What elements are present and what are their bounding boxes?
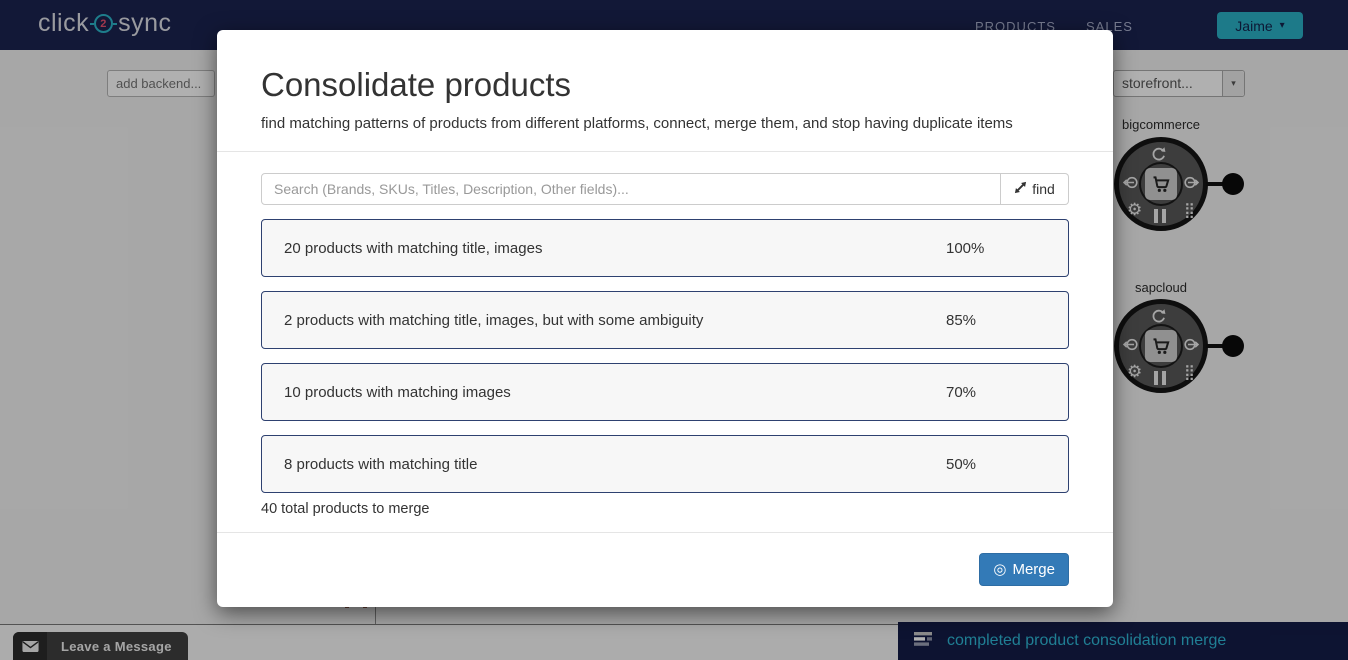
logo-number: 2 — [100, 17, 107, 30]
refresh-icon[interactable] — [1150, 146, 1167, 167]
logo-tick-right — [113, 23, 118, 25]
merge-target-icon: ◎ — [993, 560, 1007, 578]
storefront-caret-button[interactable]: ▾ — [1222, 71, 1244, 96]
match-group-label: 2 products with matching title, images, … — [284, 311, 704, 329]
modal-header: Consolidate products find matching patte… — [217, 30, 1113, 152]
user-name: Jaime — [1235, 17, 1273, 34]
match-group-row[interactable]: 20 products with matching title, images … — [261, 218, 1069, 277]
match-percentage: 100% — [946, 239, 985, 257]
storefront-select-label: storefront... — [1122, 75, 1193, 91]
grid-dots-icon[interactable]: ⣿ — [1184, 364, 1195, 381]
logo-text-sync: sync — [118, 9, 172, 37]
merge-button[interactable]: ◎ Merge — [979, 552, 1069, 586]
user-menu-button[interactable]: Jaime ▾ — [1217, 12, 1303, 39]
pause-icon[interactable] — [1154, 371, 1166, 385]
match-group-row[interactable]: 2 products with matching title, images, … — [261, 290, 1069, 349]
import-icon[interactable] — [1183, 175, 1200, 194]
logo-text-click: click — [38, 9, 90, 37]
match-group-label: 8 products with matching title — [284, 455, 478, 473]
export-icon[interactable] — [1122, 175, 1139, 194]
node-connector-line — [1206, 182, 1230, 186]
match-percentage: 50% — [946, 455, 977, 473]
shopping-cart-icon — [1145, 330, 1177, 362]
modal-subtitle: find matching patterns of products from … — [261, 114, 1013, 132]
search-group: find — [261, 172, 1069, 205]
match-group-row[interactable]: 8 products with matching title 50% — [261, 434, 1069, 493]
connection-dot[interactable] — [1222, 173, 1244, 195]
caret-down-icon: ▾ — [1279, 20, 1285, 31]
shopping-cart-icon — [1145, 168, 1177, 200]
match-percentage: 85% — [946, 311, 977, 329]
grid-dots-icon[interactable]: ⣿ — [1184, 202, 1195, 219]
import-icon[interactable] — [1183, 337, 1200, 356]
find-icon — [1014, 181, 1027, 197]
gear-icon[interactable]: ⚙ — [1127, 362, 1143, 381]
node-hub[interactable] — [1139, 162, 1183, 206]
pause-icon[interactable] — [1154, 209, 1166, 223]
logo-tick-left — [90, 23, 95, 25]
backend-node-bigcommerce[interactable]: ⚙ ⣿ — [1114, 137, 1208, 231]
storefront-select[interactable]: storefront... ▾ — [1113, 70, 1245, 97]
find-button-label: find — [1032, 180, 1055, 197]
table-column-border — [375, 607, 376, 624]
caret-down-icon: ▾ — [1231, 78, 1236, 88]
find-button[interactable]: find — [1001, 172, 1069, 205]
logo-2-icon: 2 — [90, 14, 118, 33]
modal-footer: ◎ Merge — [217, 531, 1113, 586]
match-group-label: 10 products with matching images — [284, 383, 511, 401]
brand-logo[interactable]: click 2 sync — [38, 9, 172, 38]
envelope-icon — [13, 632, 47, 660]
merge-button-label: Merge — [1012, 560, 1055, 578]
match-group-label: 20 products with matching title, images — [284, 239, 543, 257]
node-hub[interactable] — [1139, 324, 1183, 368]
refresh-icon[interactable] — [1150, 308, 1167, 329]
node-label-sapcloud: sapcloud — [1134, 280, 1188, 295]
add-backend-input[interactable] — [107, 70, 215, 97]
backend-node-sapcloud[interactable]: ⚙ ⣿ — [1114, 299, 1208, 393]
list-icon — [914, 631, 933, 651]
total-products-text: 40 total products to merge — [261, 500, 430, 517]
table-top-border — [0, 624, 1348, 625]
connection-dot[interactable] — [1222, 335, 1244, 357]
match-percentage: 70% — [946, 383, 977, 401]
notification-bar[interactable]: completed product consolidation merge — [898, 622, 1348, 660]
match-group-row[interactable]: 10 products with matching images 70% — [261, 362, 1069, 421]
search-input[interactable] — [261, 172, 1001, 205]
export-icon[interactable] — [1122, 337, 1139, 356]
modal-title: Consolidate products — [261, 66, 572, 103]
modal-body: find 20 products with matching title, im… — [217, 152, 1113, 517]
node-label-bigcommerce: bigcommerce — [1121, 117, 1201, 132]
gear-icon[interactable]: ⚙ — [1127, 200, 1143, 219]
node-connector-line — [1206, 344, 1230, 348]
chat-widget[interactable]: Leave a Message — [13, 632, 188, 660]
notification-text: completed product consolidation merge — [947, 632, 1227, 649]
consolidate-products-modal: Consolidate products find matching patte… — [217, 30, 1113, 607]
chat-widget-label: Leave a Message — [61, 638, 172, 654]
